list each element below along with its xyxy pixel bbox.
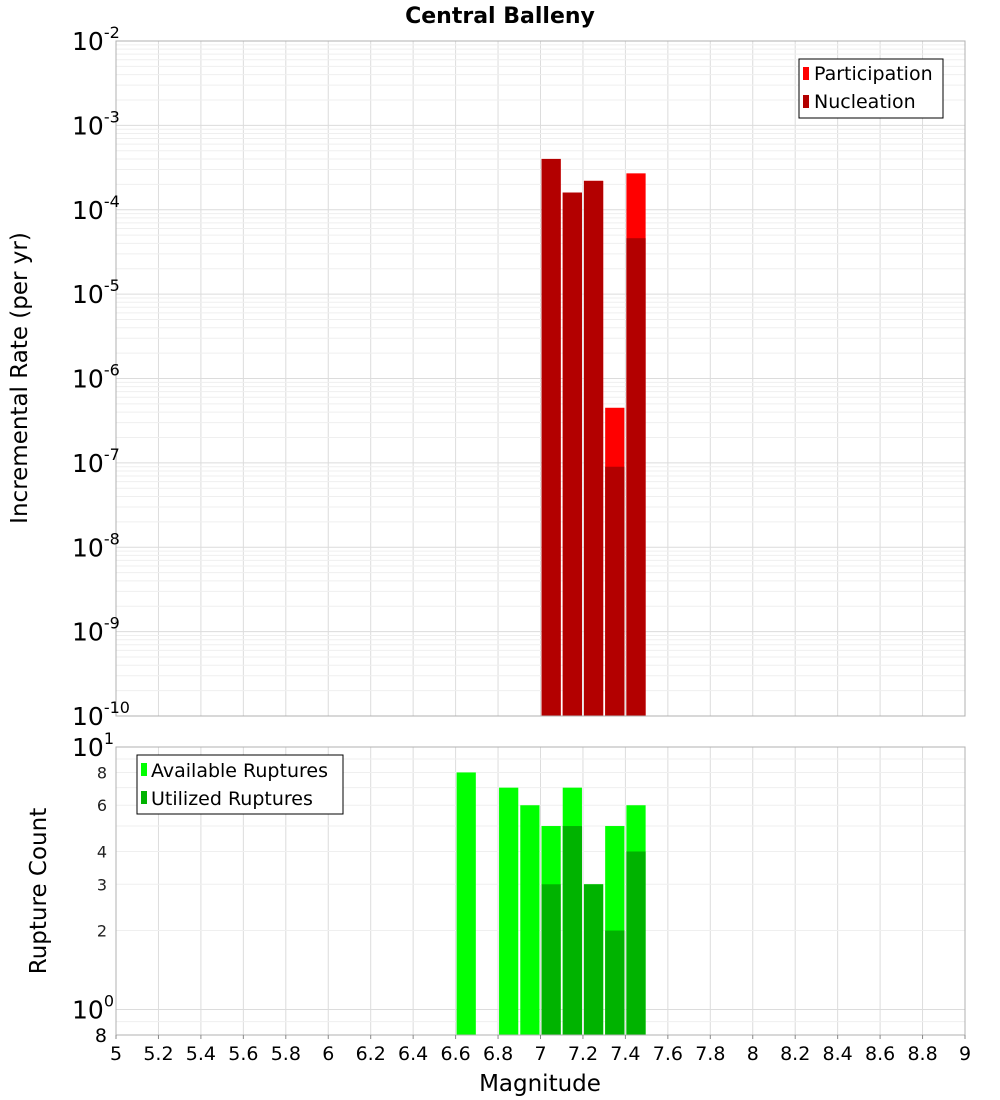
x-tick-label: 7.6	[653, 1043, 683, 1065]
chart-title: Central Balleny	[405, 4, 595, 29]
legend-swatch-nucleation	[803, 95, 809, 108]
x-tick-label: 7.2	[568, 1043, 598, 1065]
x-tick-label: 6.8	[483, 1043, 513, 1065]
legend-swatch-utilized	[141, 791, 147, 804]
rate-y-ticks: 10-2 10-3 10-4 10-5 10-6 10-7 10-8 10-9 10-10	[72, 23, 130, 731]
x-tick-label: 5.8	[271, 1043, 301, 1065]
x-tick-label: 5.2	[143, 1043, 173, 1065]
x-tick-label: 6.6	[440, 1043, 470, 1065]
available-bar	[499, 787, 519, 1035]
legend-swatch-available	[141, 763, 147, 776]
count-legend-box	[136, 754, 344, 815]
rate-y-tick-label: 10-8	[72, 529, 120, 562]
utilized-bar	[583, 884, 604, 1035]
available-bar	[520, 805, 540, 1035]
x-tick-label: 7	[534, 1043, 546, 1065]
utilized-bar	[541, 884, 561, 1035]
x-tick-label: 8	[747, 1043, 759, 1065]
x-tick-label: 8.8	[907, 1043, 937, 1065]
rate-y-tick-label: 10-7	[72, 445, 120, 478]
count-y-major-tick-label: 101	[72, 729, 114, 762]
x-tick-label: 6	[322, 1043, 334, 1065]
rate-grid	[115, 41, 966, 717]
x-tick-label: 5	[110, 1043, 122, 1065]
nucleation-bar	[541, 158, 561, 717]
nucleation-bar	[583, 180, 604, 716]
x-tick-label: 5.6	[228, 1043, 258, 1065]
count-x-ticks: 5 5.2 5.4 5.6 5.8 6 6.2 6.4 6.6 6.8 7 7.2 7.4 7.6 7.8 8…	[110, 1035, 971, 1065]
rate-plot-frame	[115, 40, 966, 717]
rate-y-tick-label: 10-5	[72, 276, 120, 309]
rate-y-tick-label: 10-9	[72, 614, 120, 647]
x-tick-label: 7.4	[610, 1043, 640, 1065]
utilized-bar	[562, 826, 582, 1035]
count-y-minor-tick-label: 2	[97, 922, 107, 941]
count-y-minor-tick-label: 8	[97, 763, 107, 782]
x-tick-label: 8.4	[823, 1043, 853, 1065]
nucleation-bar	[562, 192, 582, 717]
legend-label-available: Available Ruptures	[151, 760, 328, 782]
nucleation-bar	[605, 466, 625, 716]
count-y-minor-tick-label: 3	[97, 875, 107, 894]
rate-y-tick-label: 10-4	[72, 192, 120, 225]
rate-y-axis-label: Incremental Rate (per yr)	[7, 232, 33, 524]
count-bars	[456, 772, 646, 1035]
rate-legend-box	[798, 58, 944, 119]
count-y-major-tick-label: 100	[72, 992, 114, 1025]
utilized-bar	[605, 930, 625, 1035]
legend-label-participation: Participation	[814, 63, 933, 85]
utilized-bar	[626, 851, 646, 1035]
count-y-axis-label: Rupture Count	[26, 808, 52, 974]
x-tick-label: 9	[959, 1043, 971, 1065]
x-axis-label: Magnitude	[479, 1071, 601, 1097]
count-legend: Available Ruptures Utilized Ruptures	[136, 754, 344, 815]
legend-label-nucleation: Nucleation	[814, 91, 916, 113]
nucleation-bar	[626, 238, 646, 716]
count-y-minor-tick-label: 4	[97, 842, 107, 861]
legend-swatch-participation	[803, 67, 809, 80]
rate-legend: Participation Nucleation	[798, 58, 944, 119]
rate-panel: 10-2 10-3 10-4 10-5 10-6 10-7 10-8 10-9 10-10 In…	[7, 23, 966, 731]
count-y-minor-tick-label: 6	[97, 796, 107, 815]
x-tick-label: 5.4	[186, 1043, 216, 1065]
available-bar	[456, 772, 476, 1035]
rate-y-tick-label: 10-6	[72, 361, 120, 394]
rate-y-tick-label: 10-2	[72, 23, 120, 56]
rate-y-tick-label: 10-3	[72, 107, 120, 140]
rate-bars	[541, 158, 646, 717]
x-tick-label: 8.2	[780, 1043, 810, 1065]
x-tick-label: 7.8	[695, 1043, 725, 1065]
legend-label-utilized: Utilized Ruptures	[151, 788, 313, 810]
count-y-bottom-tick-label: 8	[95, 1025, 107, 1047]
x-tick-label: 8.6	[865, 1043, 895, 1065]
x-tick-label: 6.4	[398, 1043, 428, 1065]
rate-y-tick-label: 10-10	[72, 698, 130, 731]
x-tick-label: 6.2	[356, 1043, 386, 1065]
